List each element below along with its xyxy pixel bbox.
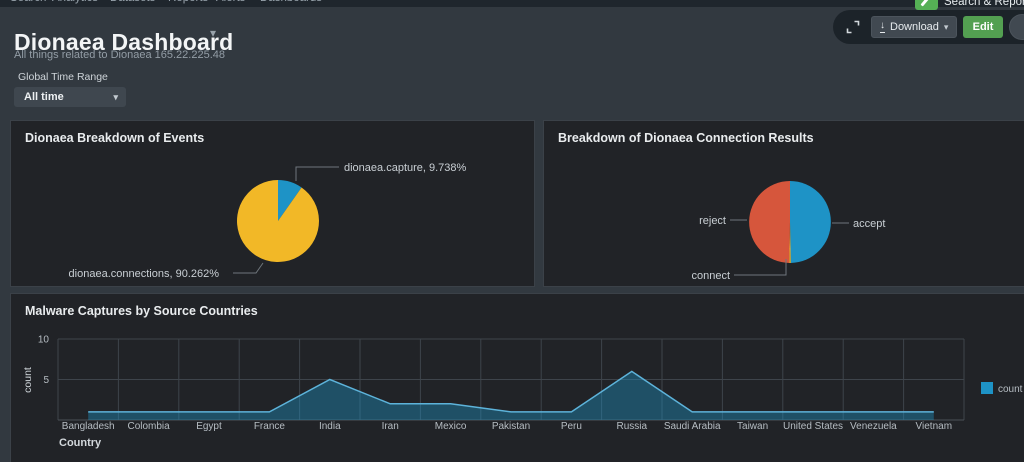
pie-label-accept: accept (853, 218, 885, 230)
y-tick-label: 5 (43, 375, 49, 386)
pie-label-leader (296, 167, 339, 181)
pie-label-connect: connect (691, 270, 730, 282)
x-tick-label: Pakistan (492, 421, 530, 432)
title-chevron-down-icon[interactable]: ▾ (210, 26, 216, 40)
dashboard-toolbar: ↓ Download ▾ Edit (833, 10, 1024, 44)
pie-label-leader (233, 263, 263, 273)
pie-label-dionaea.connections: dionaea.connections, 90.262% (69, 268, 220, 280)
pie-slice-reject[interactable] (749, 181, 790, 263)
app-context: Search & Reporting (880, 0, 1024, 10)
dashboard-page: Search Analytics Datasets Reports Alerts… (0, 0, 1024, 462)
y-axis-title: count (22, 367, 34, 393)
area-series-outline (88, 371, 934, 412)
panel-malware-captures: Malware Captures by Source Countries 510… (10, 293, 1024, 462)
pie-chart-events: dionaea.capture, 9.738% dionaea.connectio… (11, 121, 534, 286)
x-tick-label: Saudi Arabia (664, 421, 721, 432)
time-range-dropdown[interactable]: All time ▾ (14, 87, 126, 107)
nav-item-reports[interactable]: Reports (168, 0, 208, 4)
x-tick-label: Mexico (435, 421, 467, 432)
x-tick-label: Russia (617, 421, 648, 432)
x-tick-label: Bangladesh (62, 421, 115, 432)
page-subtitle: All things related to Dionaea 165.22.225… (14, 49, 225, 61)
nav-item-search[interactable]: Search (10, 0, 46, 4)
pie-chart-connection-results: accept connect reject (544, 121, 1024, 286)
nav-item-alerts[interactable]: Alerts (216, 0, 245, 4)
download-button[interactable]: ↓ Download ▾ (871, 16, 957, 38)
download-icon: ↓ (880, 21, 885, 33)
x-tick-label: Peru (561, 421, 582, 432)
area-series-count[interactable] (88, 371, 934, 420)
search-reporting-app-icon[interactable] (915, 0, 938, 10)
x-tick-label: France (254, 421, 286, 432)
pie-slice-dionaea.connections[interactable] (237, 180, 319, 262)
time-range-label: Global Time Range (18, 71, 108, 83)
x-tick-label: Vietnam (916, 421, 953, 432)
x-tick-label: United States (783, 421, 843, 432)
nav-item-analytics[interactable]: Analytics (52, 0, 98, 4)
nav-item-datasets[interactable]: Datasets (110, 0, 155, 4)
pie-slice-accept[interactable] (790, 181, 831, 263)
nav-item-dashboards[interactable]: Dashboards (260, 0, 322, 4)
download-caret-icon: ▾ (944, 22, 949, 33)
x-tick-label: India (319, 421, 341, 432)
app-name-label[interactable]: Search & Reporting (944, 0, 1024, 8)
x-tick-label: Egypt (196, 421, 222, 432)
legend-label[interactable]: count (998, 384, 1023, 395)
x-tick-label: Colombia (127, 421, 170, 432)
panel-connection-results: Breakdown of Dionaea Connection Results … (543, 120, 1024, 287)
magnifier-handle-icon (920, 0, 930, 7)
pie-label-leader (734, 259, 786, 275)
time-range-caret-icon: ▾ (113, 92, 118, 103)
y-tick-label: 10 (38, 335, 50, 346)
x-tick-label: Iran (382, 421, 399, 432)
legend-swatch (981, 382, 993, 394)
fullscreen-icon[interactable] (845, 19, 861, 35)
x-axis-title: Country (59, 437, 102, 449)
time-range-value: All time (24, 91, 64, 103)
pie-label-dionaea.capture: dionaea.capture, 9.738% (344, 162, 467, 174)
x-tick-label: Venezuela (850, 421, 897, 432)
pie-label-reject: reject (699, 215, 726, 227)
app-nav-bar: Search Analytics Datasets Reports Alerts… (0, 0, 1024, 7)
more-button[interactable] (1009, 14, 1024, 40)
area-chart-malware-captures: 5 10 Bangladesh Colombia Egypt France India Ira… (11, 294, 1024, 462)
edit-button[interactable]: Edit (963, 16, 1003, 38)
download-label: Download (890, 21, 939, 33)
panel-dionaea-events: Dionaea Breakdown of Events dionaea.capt… (10, 120, 535, 287)
x-tick-label: Taiwan (737, 421, 768, 432)
